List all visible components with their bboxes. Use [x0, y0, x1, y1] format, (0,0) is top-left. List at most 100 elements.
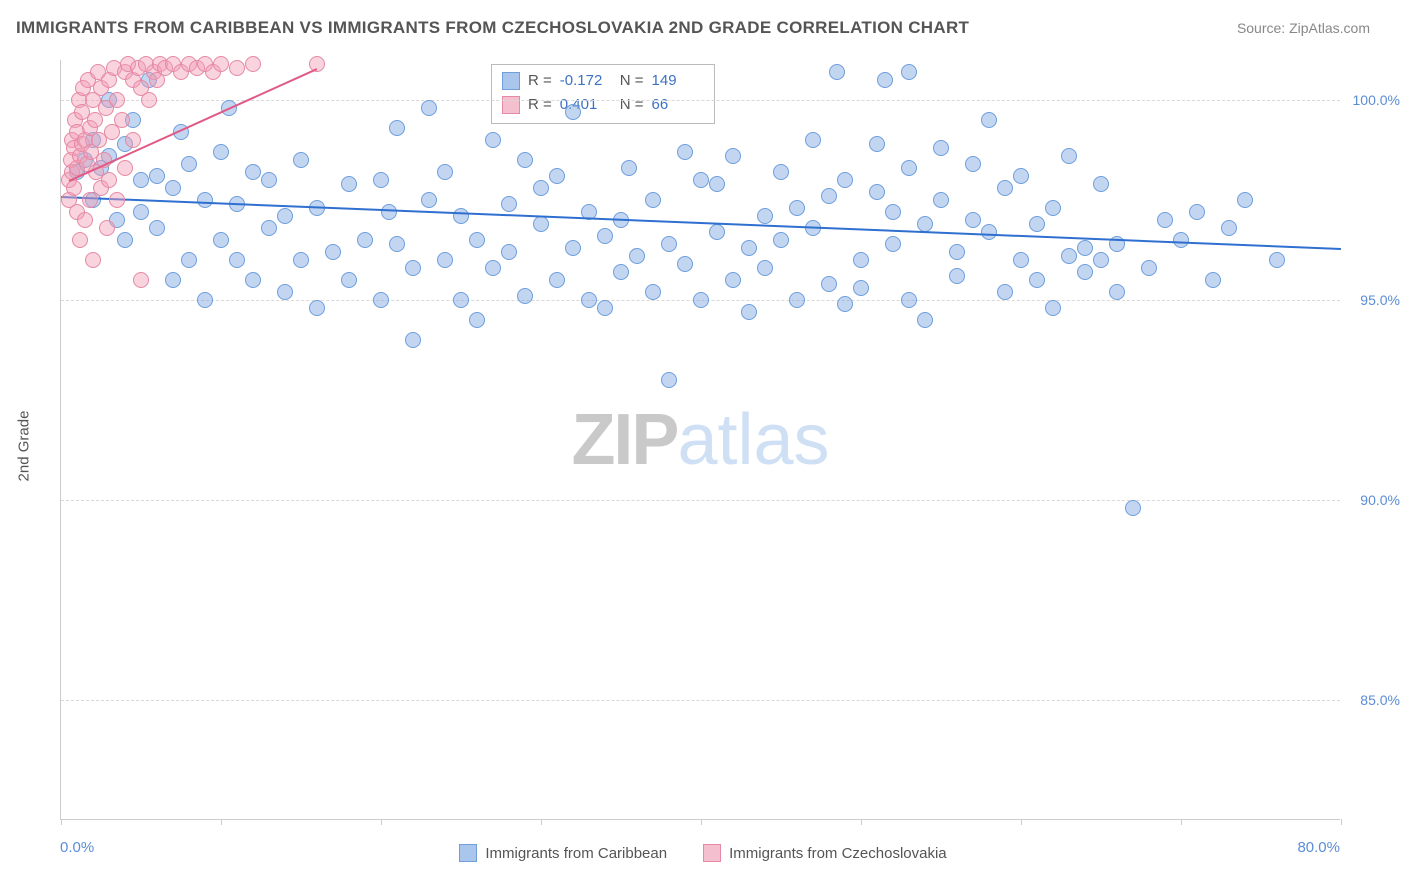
data-point	[789, 292, 805, 308]
data-point	[597, 300, 613, 316]
data-point	[965, 212, 981, 228]
data-point	[72, 232, 88, 248]
data-point	[725, 148, 741, 164]
watermark-zip: ZIP	[571, 400, 677, 480]
data-point	[77, 212, 93, 228]
data-point	[949, 244, 965, 260]
data-point	[549, 272, 565, 288]
data-point	[1093, 252, 1109, 268]
data-point	[1029, 216, 1045, 232]
data-point	[261, 172, 277, 188]
data-point	[357, 232, 373, 248]
data-point	[853, 252, 869, 268]
stat-r-label: R =	[528, 69, 552, 93]
stat-n-value: 66	[652, 93, 704, 117]
stat-n-value: 149	[652, 69, 704, 93]
data-point	[181, 156, 197, 172]
data-point	[421, 100, 437, 116]
data-point	[1013, 168, 1029, 184]
data-point	[621, 160, 637, 176]
data-point	[405, 260, 421, 276]
data-point	[165, 180, 181, 196]
data-point	[549, 168, 565, 184]
data-point	[229, 60, 245, 76]
data-point	[99, 220, 115, 236]
data-point	[709, 224, 725, 240]
data-point	[389, 236, 405, 252]
trend-line	[61, 196, 1341, 250]
data-point	[1045, 300, 1061, 316]
data-point	[853, 280, 869, 296]
y-tick-label: 85.0%	[1345, 692, 1400, 708]
data-point	[693, 292, 709, 308]
data-point	[917, 216, 933, 232]
data-point	[469, 312, 485, 328]
data-point	[517, 288, 533, 304]
data-point	[309, 300, 325, 316]
source-label: Source: ZipAtlas.com	[1237, 20, 1370, 36]
data-point	[1077, 264, 1093, 280]
chart-title: IMMIGRANTS FROM CARIBBEAN VS IMMIGRANTS …	[16, 18, 969, 38]
data-point	[837, 296, 853, 312]
data-point	[597, 228, 613, 244]
x-tick	[1021, 819, 1022, 825]
data-point	[933, 140, 949, 156]
data-point	[981, 112, 997, 128]
data-point	[661, 236, 677, 252]
data-point	[901, 64, 917, 80]
x-tick	[1341, 819, 1342, 825]
data-point	[389, 120, 405, 136]
data-point	[277, 284, 293, 300]
data-point	[453, 208, 469, 224]
data-point	[421, 192, 437, 208]
data-point	[437, 252, 453, 268]
data-point	[645, 192, 661, 208]
data-point	[1013, 252, 1029, 268]
chart-container: IMMIGRANTS FROM CARIBBEAN VS IMMIGRANTS …	[0, 0, 1406, 892]
plot-area: ZIPatlas R =-0.172N =149R =0.401N =66 85…	[60, 60, 1340, 820]
data-point	[117, 232, 133, 248]
data-point	[485, 260, 501, 276]
data-point	[1189, 204, 1205, 220]
data-point	[293, 152, 309, 168]
x-tick	[221, 819, 222, 825]
data-point	[997, 180, 1013, 196]
data-point	[277, 208, 293, 224]
gridline-h	[61, 100, 1340, 101]
data-point	[869, 136, 885, 152]
data-point	[1141, 260, 1157, 276]
data-point	[381, 204, 397, 220]
legend-swatch	[459, 844, 477, 862]
stats-row: R =0.401N =66	[502, 93, 704, 117]
data-point	[149, 220, 165, 236]
data-point	[885, 236, 901, 252]
data-point	[133, 172, 149, 188]
data-point	[981, 224, 997, 240]
data-point	[677, 256, 693, 272]
data-point	[213, 56, 229, 72]
x-tick	[861, 819, 862, 825]
data-point	[629, 248, 645, 264]
data-point	[229, 252, 245, 268]
legend-swatch	[502, 72, 520, 90]
y-axis-title: 2nd Grade	[16, 411, 33, 482]
data-point	[125, 132, 141, 148]
data-point	[485, 132, 501, 148]
data-point	[757, 260, 773, 276]
data-point	[141, 92, 157, 108]
gridline-h	[61, 700, 1340, 701]
data-point	[821, 188, 837, 204]
data-point	[245, 56, 261, 72]
data-point	[341, 272, 357, 288]
data-point	[341, 176, 357, 192]
data-point	[581, 292, 597, 308]
data-point	[869, 184, 885, 200]
data-point	[1221, 220, 1237, 236]
legend-label: Immigrants from Caribbean	[485, 845, 667, 862]
data-point	[757, 208, 773, 224]
data-point	[293, 252, 309, 268]
data-point	[1029, 272, 1045, 288]
data-point	[1269, 252, 1285, 268]
data-point	[565, 240, 581, 256]
data-point	[877, 72, 893, 88]
